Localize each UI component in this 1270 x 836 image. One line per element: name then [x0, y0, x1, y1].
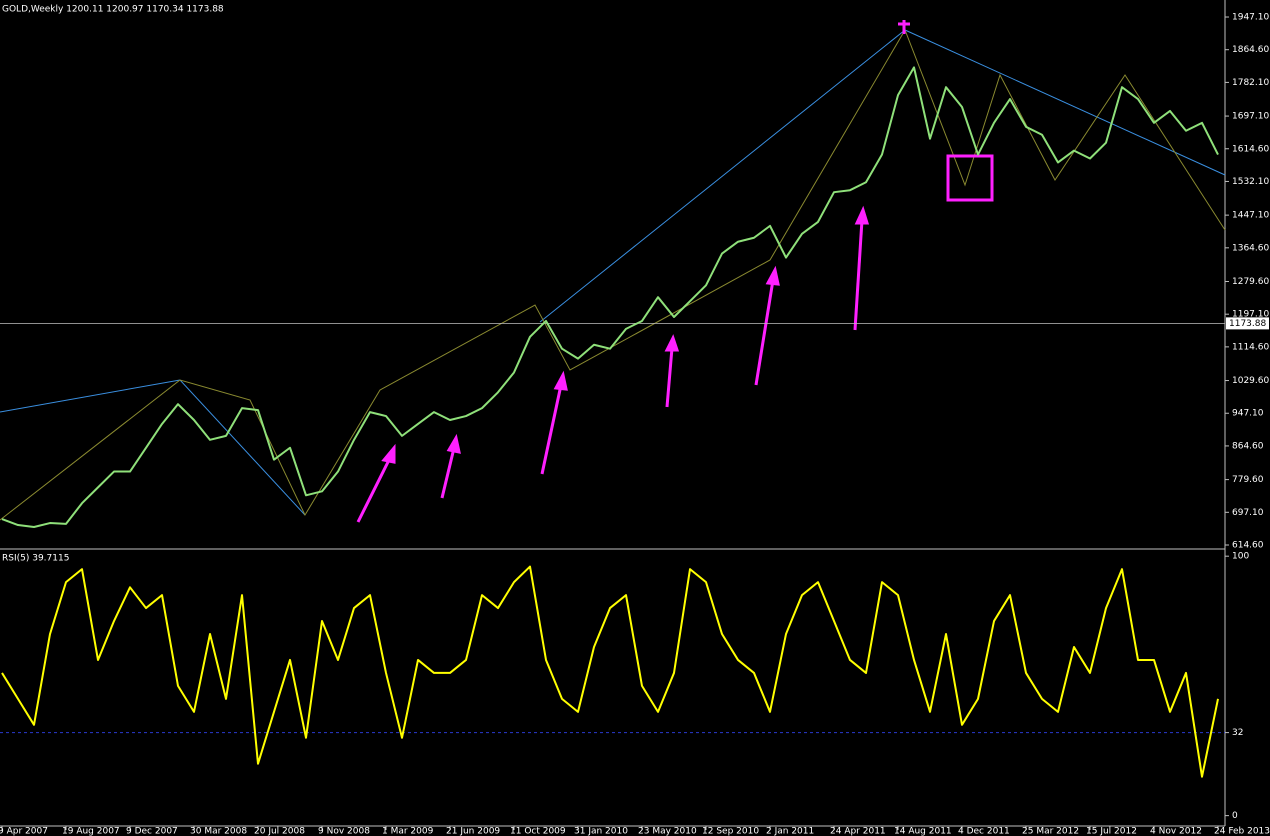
y-tick-label: 1614.60	[1232, 144, 1269, 154]
x-tick-label: 14 Aug 2011	[894, 827, 952, 836]
trendline	[904, 29, 1226, 176]
x-tick-label: 9 Nov 2008	[318, 827, 370, 836]
y-tick-label: 1447.10	[1232, 211, 1269, 221]
y-tick-label: 1782.10	[1232, 78, 1269, 88]
y-tick-label: 32	[1232, 728, 1243, 738]
current-price-label: 1173.88	[1229, 319, 1266, 329]
y-tick-label: 1864.60	[1232, 45, 1269, 55]
arrow	[356, 457, 392, 523]
x-tick-label: 30 Mar 2008	[190, 827, 247, 836]
x-tick-label: 1 Mar 2009	[382, 827, 434, 836]
x-tick-label: 9 Apr 2007	[0, 827, 48, 836]
x-tick-label: 23 May 2010	[638, 827, 697, 836]
x-tick-label: 24 Feb 2013	[1214, 827, 1270, 836]
x-tick-label: 19 Aug 2007	[62, 827, 120, 836]
x-tick-label: 21 Jun 2009	[446, 827, 500, 836]
y-tick-label: 0	[1232, 811, 1238, 821]
x-tick-label: 15 Jul 2012	[1086, 827, 1137, 836]
arrow-head	[381, 443, 396, 464]
arrow-head	[854, 205, 870, 225]
y-tick-label: 1697.10	[1232, 112, 1269, 122]
x-tick-label: 4 Nov 2012	[1150, 827, 1202, 836]
trendline	[539, 29, 906, 323]
x-tick-label: 11 Oct 2009	[510, 827, 566, 836]
y-tick-label: 1364.60	[1232, 243, 1269, 253]
indicator-title: RSI(5) 39.7115	[2, 554, 69, 564]
y-tick-label: 1279.60	[1232, 277, 1269, 287]
y-tick-label: 1532.10	[1232, 177, 1269, 187]
y-tick-label: 100	[1232, 552, 1249, 562]
y-tick-label: 779.60	[1232, 475, 1264, 485]
x-tick-label: 9 Dec 2007	[126, 827, 178, 836]
trendline	[0, 379, 181, 413]
x-tick-label: 24 Apr 2011	[830, 827, 886, 836]
highlight-box	[946, 154, 994, 202]
y-tick-label: 947.10	[1232, 409, 1264, 419]
x-tick-label: 25 Mar 2012	[1022, 827, 1079, 836]
arrows	[356, 20, 910, 523]
arrow	[665, 347, 674, 408]
current-price-box	[1226, 317, 1269, 330]
x-tick-label: 12 Sep 2010	[702, 827, 759, 836]
zigzag-line	[0, 28, 1226, 521]
arrow	[853, 219, 864, 331]
x-tick-label: 4 Dec 2011	[958, 827, 1010, 836]
y-tick-label: 1114.60	[1232, 342, 1269, 352]
arrow	[440, 447, 456, 499]
trendlines	[0, 29, 1226, 516]
x-tick-label: 20 Jul 2008	[254, 827, 305, 836]
data-line	[1, 66, 1219, 528]
y-tick-label: 697.10	[1232, 508, 1264, 518]
y-tick-label: 614.60	[1232, 540, 1264, 550]
x-tick-label: 31 Jan 2010	[574, 827, 628, 836]
x-tick-label: 2 Jan 2011	[766, 827, 814, 836]
data-line	[1, 565, 1219, 778]
y-tick-label: 864.60	[1232, 441, 1264, 451]
arrow	[540, 384, 563, 475]
y-tick-label: 1947.10	[1232, 13, 1269, 23]
arrow-head	[553, 370, 568, 391]
zigzag	[0, 28, 1226, 521]
chart-title: GOLD,Weekly 1200.11 1200.97 1170.34 1173…	[2, 5, 224, 15]
arrow-head	[664, 334, 680, 352]
y-tick-label: 1197.10	[1232, 310, 1269, 320]
arrow-head	[765, 265, 780, 286]
y-tick-label: 1029.60	[1232, 376, 1269, 386]
trendline	[179, 379, 306, 516]
arrow	[754, 279, 775, 386]
arrow-head	[446, 433, 461, 454]
